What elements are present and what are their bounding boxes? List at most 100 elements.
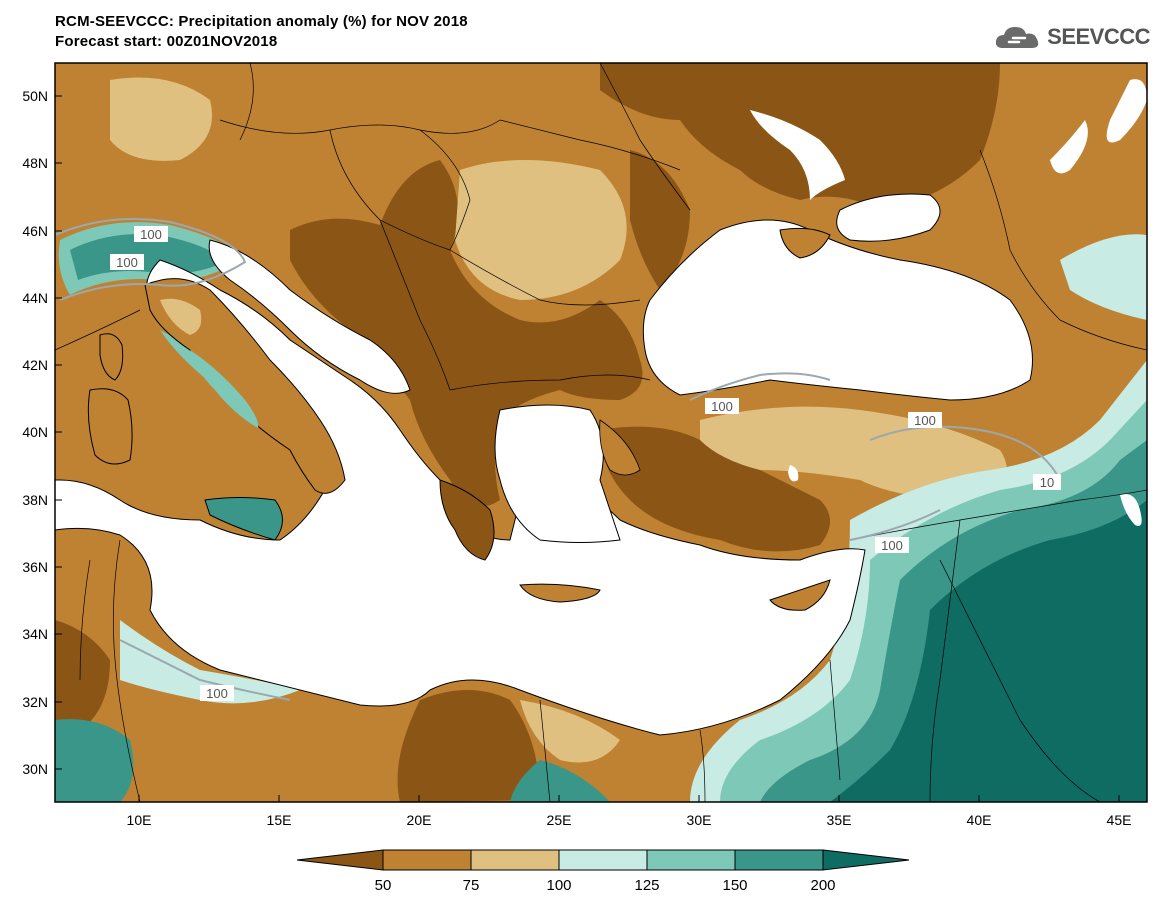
lon-tick: 10E — [127, 795, 152, 828]
slightly-dry-region-alps — [110, 77, 212, 161]
lat-tick: 44N — [22, 290, 62, 306]
lat-tick: 30N — [22, 761, 62, 777]
colorbar-segment-lt50 — [296, 849, 384, 871]
lon-tick: 35E — [827, 795, 852, 828]
colorbar-segment-100-125 — [558, 849, 648, 871]
black-sea — [642, 219, 1033, 401]
lon-tick: 40E — [967, 795, 992, 828]
caspian-coast-white — [1106, 79, 1147, 143]
lat-tick: 34N — [22, 626, 62, 642]
lon-tick: 25E — [547, 795, 572, 828]
sicily — [204, 497, 283, 541]
wet-region-caucasus — [1060, 234, 1147, 320]
very-wet-region-egypt — [510, 760, 610, 802]
svg-text:45E: 45E — [1107, 812, 1132, 828]
very-dry-region-libya — [397, 690, 540, 802]
very-dry-region-tunisia — [55, 620, 110, 730]
colorbar-segment-75-100 — [470, 849, 560, 871]
colorbar-label: 75 — [463, 877, 480, 894]
svg-text:34N: 34N — [22, 626, 48, 642]
svg-text:10E: 10E — [127, 812, 152, 828]
svg-text:40N: 40N — [22, 424, 48, 440]
contour-100 — [55, 218, 1061, 701]
colorbar-label: 100 — [546, 877, 571, 894]
very-wet-region-north-africa — [55, 719, 134, 802]
greece-peloponnese — [439, 479, 495, 561]
very-wet-region-alps — [70, 234, 225, 280]
lon-tick: 20E — [407, 795, 432, 828]
latitude-axis: 50N 48N 46N 44N 42N 40N 38N 36N 34N 32N … — [22, 88, 62, 777]
contour-labels: 100 100 100 100 100 10 100 — [110, 226, 1061, 701]
svg-text:100: 100 — [116, 255, 138, 270]
svg-text:40E: 40E — [967, 812, 992, 828]
svg-text:20E: 20E — [407, 812, 432, 828]
lat-tick: 48N — [22, 155, 62, 171]
svg-text:32N: 32N — [22, 694, 48, 710]
forecast-start: Forecast start: 00Z01NOV2018 — [55, 33, 278, 50]
contour-label: 100 — [908, 412, 942, 428]
colorbar-label: 200 — [810, 877, 835, 894]
colorbar-segment-50-75 — [382, 849, 472, 871]
adriatic-sea — [208, 239, 411, 394]
lat-tick: 40N — [22, 424, 62, 440]
cloud-icon — [996, 27, 1039, 48]
contour-label: 100 — [705, 398, 739, 414]
colorbar-labels: 50 75 100 125 150 200 — [375, 877, 836, 894]
map-title: RCM-SEEVCCC: Precipitation anomaly (%) f… — [55, 13, 468, 30]
azov-sea — [836, 193, 941, 242]
svg-text:30E: 30E — [687, 812, 712, 828]
svg-text:38N: 38N — [22, 492, 48, 508]
slightly-dry-region-anatolia — [700, 406, 1007, 500]
lon-tick: 15E — [267, 795, 291, 828]
extreme-wet-region-arabia — [830, 500, 1147, 802]
lat-tick: 46N — [22, 223, 62, 239]
country-borders — [55, 63, 1147, 802]
lat-tick: 36N — [22, 559, 62, 575]
very-dry-region-anatolia — [600, 426, 830, 552]
colorbar-segment-125-150 — [646, 849, 736, 871]
svg-text:50N: 50N — [22, 88, 48, 104]
very-dry-region-balkans — [290, 160, 643, 507]
lon-tick: 45E — [1107, 795, 1132, 828]
svg-text:100: 100 — [881, 538, 903, 553]
lake-white-2 — [1050, 120, 1088, 174]
slightly-dry-region-libya-east — [520, 700, 620, 763]
contour-label: 100 — [875, 537, 909, 553]
contour-label: 10 — [1033, 474, 1061, 490]
svg-text:35E: 35E — [827, 812, 852, 828]
contour-label: 100 — [110, 254, 144, 270]
very-dry-region-carpathian — [630, 150, 690, 290]
colorbar-label: 50 — [375, 877, 392, 894]
svg-text:42N: 42N — [22, 357, 48, 373]
sardinia — [87, 388, 133, 465]
lat-tick: 50N — [22, 88, 62, 104]
lake-tuz — [788, 465, 799, 482]
svg-text:44N: 44N — [22, 290, 48, 306]
slightly-dry-region-hungary — [455, 160, 627, 300]
svg-text:36N: 36N — [22, 559, 48, 575]
svg-text:10: 10 — [1040, 475, 1054, 490]
title-block: RCM-SEEVCCC: Precipitation anomaly (%) f… — [55, 12, 468, 52]
lat-tick: 32N — [22, 694, 62, 710]
crete — [519, 583, 601, 603]
turkey-west-coast — [599, 419, 641, 476]
svg-text:25E: 25E — [547, 812, 572, 828]
lat-tick: 38N — [22, 492, 62, 508]
cyprus — [769, 579, 831, 611]
contour-label: 100 — [134, 226, 168, 242]
italy-light-patch — [160, 298, 202, 335]
aegean-sea — [494, 404, 621, 543]
lon-tick: 30E — [687, 795, 712, 828]
lake-van — [1120, 494, 1142, 526]
svg-text:46N: 46N — [22, 223, 48, 239]
svg-text:100: 100 — [711, 399, 733, 414]
crimea — [779, 227, 831, 259]
corsica — [99, 333, 124, 381]
colorbar — [296, 849, 910, 871]
svg-text:100: 100 — [140, 227, 162, 242]
svg-text:100: 100 — [914, 413, 936, 428]
slightly-wet-region-north-africa — [120, 620, 300, 704]
svg-text:30N: 30N — [22, 761, 48, 777]
colorbar-label: 150 — [722, 877, 747, 894]
lat-tick: 42N — [22, 357, 62, 373]
